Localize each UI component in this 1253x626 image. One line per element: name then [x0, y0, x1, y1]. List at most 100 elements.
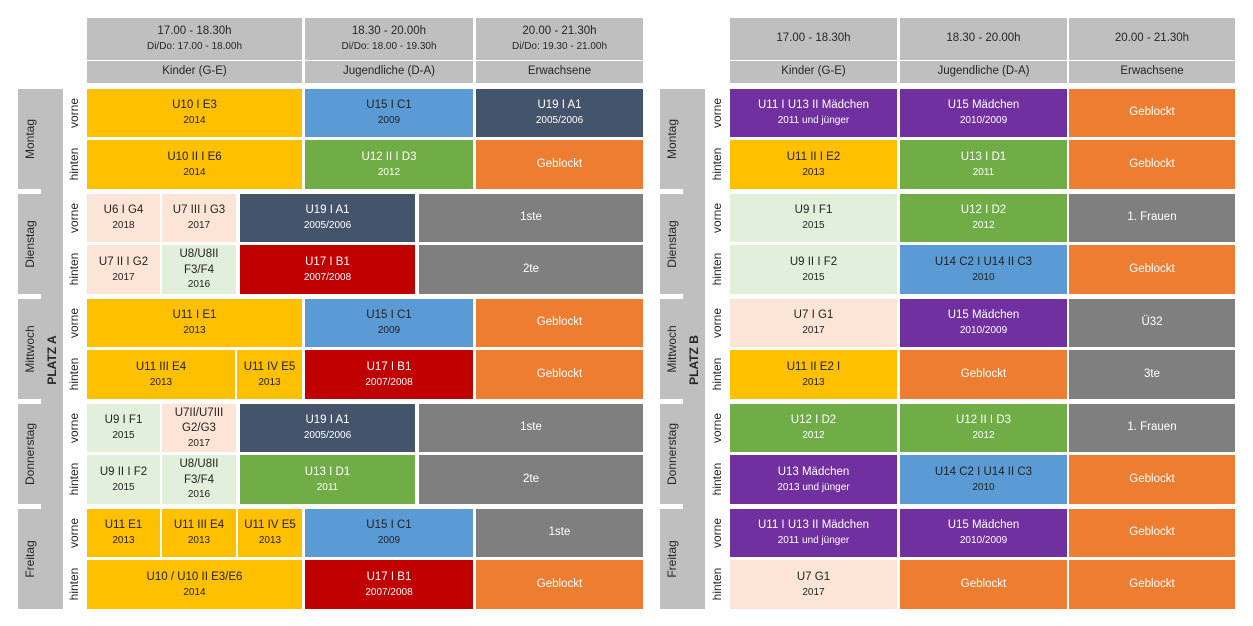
team-name: U11 III E4 [135, 360, 187, 373]
day-label: Mittwoch [664, 325, 679, 373]
team-name: Geblockt [1129, 526, 1175, 539]
team-name: U14 C2 I U14 II C3 [934, 465, 1033, 478]
birth-year: 2007/2008 [365, 586, 413, 598]
schedule-cell: Geblockt [476, 350, 643, 399]
team-name: U14 C2 I U14 II C3 [934, 255, 1033, 268]
schedule-cell: Ü32 [1069, 299, 1235, 347]
group-header: Kinder (G-E) [87, 61, 302, 83]
birth-year: 2013 [802, 166, 825, 178]
birth-year: 2012 [377, 166, 401, 178]
time-range-alt: Di/Do: 18.00 - 19.30h [341, 41, 437, 52]
time-header: 17.00 - 18.30h Di/Do: 17.00 - 18.00h [87, 18, 302, 60]
team-name-2: F3/F4 [183, 263, 215, 276]
birth-year: 2014 [183, 586, 206, 598]
day-label: Montag [22, 118, 37, 160]
team-name: 1ste [520, 421, 542, 434]
schedule-cell: U11 III E4 2013 [87, 350, 235, 399]
schedule-cell: U9 I F1 2015 [730, 194, 897, 242]
birth-year: 2017 [112, 271, 135, 283]
day-label: Donnerstag [22, 422, 37, 486]
team-name: U8/U8II [179, 458, 219, 471]
schedule-cell: U7 I G1 2017 [730, 299, 897, 347]
birth-year: 2016 [187, 489, 211, 501]
day-label: Freitag [664, 540, 679, 578]
team-name: U7 I G1 [793, 309, 834, 322]
team-name: U10 II I E6 [167, 150, 222, 163]
time-range: 20.00 - 21.30h [1114, 32, 1190, 45]
position-bg [706, 560, 728, 609]
schedule-cell: U10 / U10 II E3/E6 2014 [87, 560, 302, 609]
position-bg [63, 89, 85, 137]
team-name: U13 I D1 [960, 150, 1007, 163]
team-name: Geblockt [1129, 577, 1175, 590]
day-label-bg [18, 299, 41, 399]
group-label: Erwachsene [527, 65, 592, 78]
schedule-cell: U12 I D2 2012 [900, 194, 1067, 242]
birth-year: 2012 [802, 430, 825, 441]
team-name: U11 I U13 II Mädchen [757, 99, 869, 112]
time-range: 17.00 - 18.30h [157, 25, 232, 38]
time-range-alt: Di/Do: 17.00 - 18.00h [146, 41, 243, 52]
birth-year: 2011 und jünger [777, 535, 850, 546]
birth-year: 2014 [183, 166, 206, 178]
schedule-cell: 1ste [419, 404, 643, 452]
position-label-vorne: vorne [710, 517, 724, 549]
schedule-cell: U8/U8II F3/F4 2016 [162, 245, 236, 294]
birth-year: 2007/2008 [303, 271, 352, 283]
schedule-cell: U9 I F1 2015 [87, 404, 160, 452]
schedule-cell: U15 Mädchen 2010/2009 [900, 299, 1067, 347]
birth-year: 2015 [112, 481, 135, 493]
position-label-hinten: hinten [67, 252, 81, 286]
position-bg [63, 560, 85, 609]
day-label-bg [18, 89, 41, 189]
position-bg [706, 89, 728, 137]
time-header: 20.00 - 21.30h [1069, 18, 1235, 60]
time-range: 18.30 - 20.00h [351, 25, 427, 38]
birth-year: 2015 [802, 220, 825, 231]
position-label-vorne: vorne [710, 202, 724, 234]
position-label-vorne: vorne [67, 307, 81, 339]
birth-year: 2015 [802, 271, 825, 283]
position-label-vorne: vorne [67, 202, 81, 234]
team-name: Geblockt [1129, 106, 1175, 119]
position-bg [706, 509, 728, 557]
birth-year: 2013 [149, 376, 173, 388]
position-bg [63, 455, 85, 504]
team-name: U19 I A1 [305, 414, 350, 427]
team-name: U19 I A1 [537, 99, 582, 112]
day-label-bg [18, 509, 41, 609]
team-name: Geblockt [1129, 472, 1175, 485]
time-range: 17.00 - 18.30h [776, 32, 851, 45]
schedule-cell: U15 Mädchen 2010/2009 [900, 89, 1067, 137]
position-label-hinten: hinten [710, 147, 724, 181]
birth-year: 2013 [112, 535, 135, 546]
schedule-cell: U7 III I G3 2017 [162, 194, 236, 242]
group-label: Kinder (G-E) [162, 65, 227, 78]
schedule-cell: U10 II I E6 2014 [87, 140, 302, 189]
team-name: Geblockt [536, 157, 583, 170]
schedule-cell: U7 II I G2 2017 [87, 245, 160, 294]
team-name: U12 I D2 [960, 204, 1007, 217]
birth-year: 2010/2009 [959, 115, 1008, 126]
team-name: Geblockt [536, 577, 583, 590]
team-name: U12 II I D3 [361, 150, 417, 163]
team-name: Geblockt [1129, 157, 1175, 170]
schedule-cell: U15 I C1 2009 [305, 89, 473, 137]
birth-year: 2010/2009 [959, 535, 1008, 546]
day-label: Dienstag [22, 220, 37, 268]
position-bg [63, 245, 85, 294]
birth-year: 2005/2006 [303, 430, 352, 441]
schedule-cell: Geblockt [1069, 89, 1235, 137]
team-name: Geblockt [960, 367, 1007, 380]
time-range: 20.00 - 21.30h [522, 25, 597, 38]
team-name: U12 I D2 [790, 414, 837, 427]
birth-year: 2011 und jünger [777, 115, 850, 126]
schedule-cell: U11 III E4 2013 [162, 509, 236, 557]
platz-label-bg [683, 89, 705, 609]
team-name: U13 I D1 [304, 465, 351, 478]
schedule-cell: 2te [419, 455, 643, 504]
schedule-cell: U13 I D1 2011 [900, 140, 1067, 189]
day-label-bg [18, 194, 41, 294]
team-name: U7II/U7III [174, 406, 224, 419]
schedule-cell: U12 II I D3 2012 [305, 140, 473, 189]
